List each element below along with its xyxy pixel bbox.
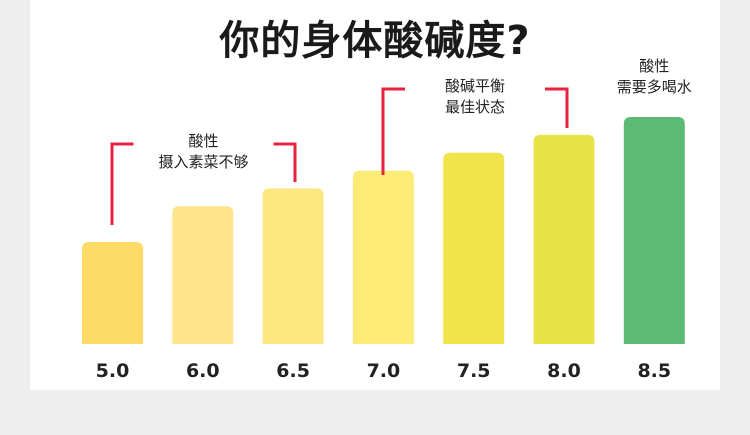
bar-7.5 (443, 152, 505, 344)
x-tick-label: 8.0 (547, 360, 581, 382)
annotation-text: 摄入素菜不够 (158, 153, 248, 171)
bar-5.0 (82, 242, 143, 344)
bracket-left-1 (110, 142, 134, 225)
x-tick-label: 5.0 (96, 360, 130, 382)
bar-7.0 (352, 170, 414, 344)
annotation-brackets (110, 87, 569, 225)
annotation-text: 需要多喝水 (617, 78, 692, 96)
bracket-left-2 (381, 87, 405, 175)
bracket-right-2 (545, 87, 569, 128)
chart-title: 你的身体酸碱度? (219, 18, 531, 64)
annotation-text: 酸性 (188, 132, 218, 150)
annotation-text: 酸碱平衡 (445, 77, 505, 95)
x-tick-label: 7.0 (367, 360, 401, 382)
bar-8.0 (533, 134, 595, 344)
bar-6.0 (172, 206, 234, 344)
x-tick-label: 6.5 (276, 360, 310, 382)
bracket-right-1 (273, 142, 297, 182)
x-tick-label: 8.5 (637, 360, 671, 382)
x-tick-label: 6.0 (186, 360, 220, 382)
annotation-text: 酸性 (639, 57, 669, 75)
bar-6.5 (262, 188, 324, 344)
x-tick-labels: 5.0 6.0 6.5 7.0 7.5 8.0 8.5 (96, 360, 671, 382)
annotation-text: 最佳状态 (445, 98, 505, 116)
bars-group (82, 117, 685, 344)
x-tick-label: 7.5 (457, 360, 491, 382)
bar-8.5 (623, 117, 685, 344)
